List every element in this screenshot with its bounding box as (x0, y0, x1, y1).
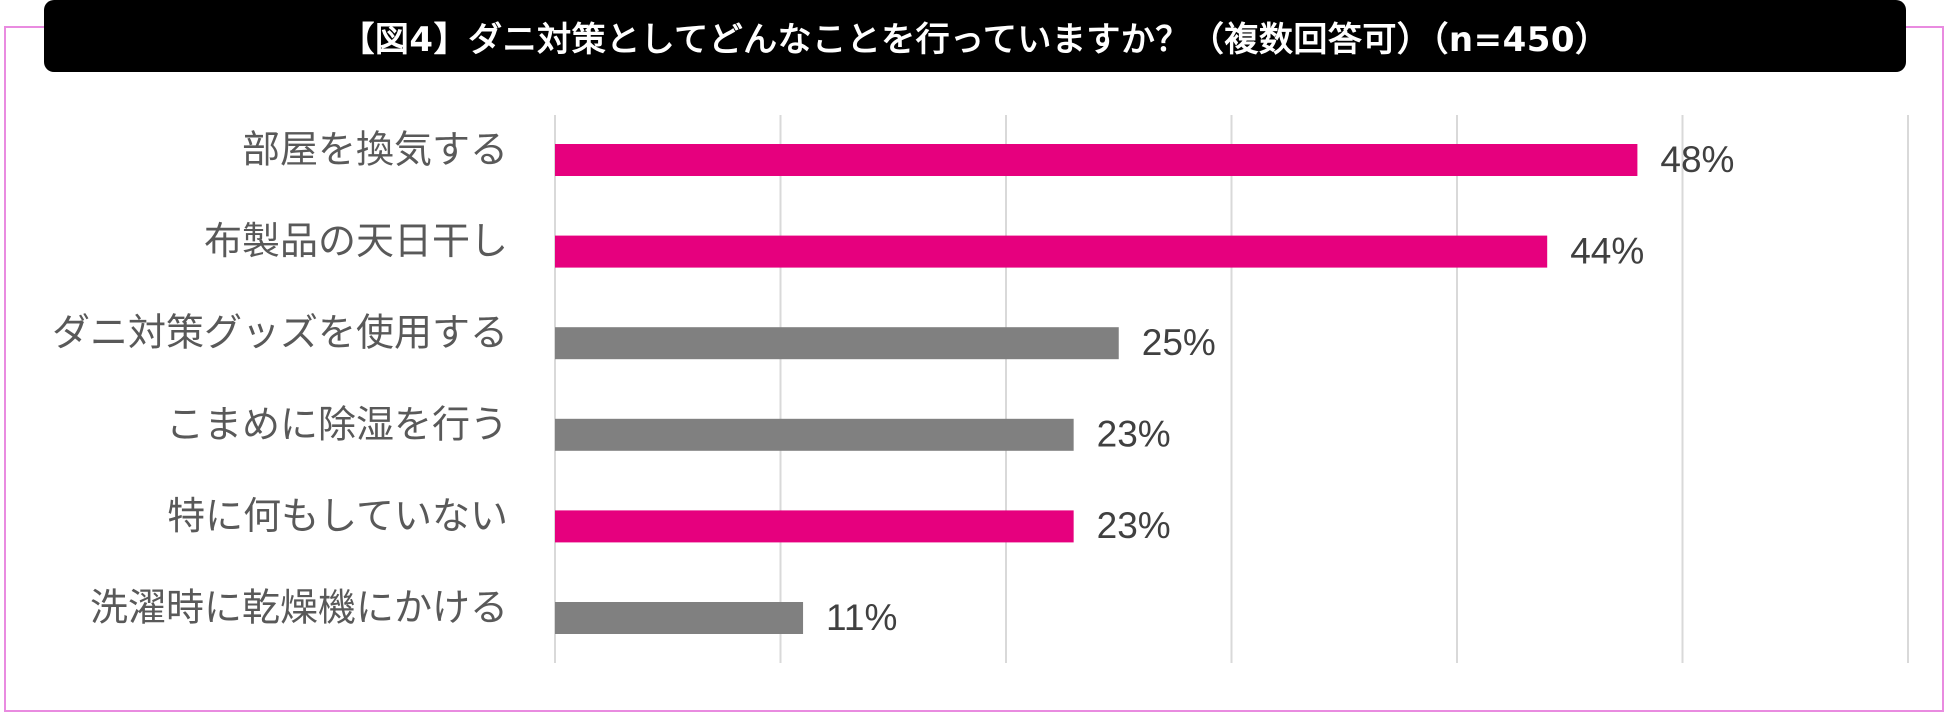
value-label: 25% (1142, 322, 1216, 363)
chart-title-text: 【図4】ダニ対策としてどんなことを行っていますか？（複数回答可）（n=450） (340, 19, 1610, 60)
category-label: こまめに除湿を行う (166, 402, 508, 446)
bar (555, 144, 1638, 176)
chart-title: 【図4】ダニ対策としてどんなことを行っていますか？（複数回答可）（n=450） (44, 0, 1906, 72)
bar (555, 235, 1548, 268)
value-label: 48% (1660, 139, 1734, 180)
category-label: ダニ対策グッズを使用する (52, 311, 508, 355)
category-label: 部屋を換気する (242, 128, 508, 172)
value-label: 23% (1097, 414, 1171, 455)
bars (555, 144, 1638, 634)
value-label: 44% (1570, 230, 1644, 271)
category-label: 特に何もしていない (167, 494, 508, 538)
value-labels: 48% 44% 25% 23% 23% 11% (826, 139, 1734, 638)
bar (555, 510, 1074, 543)
value-label: 11% (826, 597, 897, 638)
bar (555, 418, 1074, 451)
bar (555, 602, 804, 634)
category-label: 布製品の天日干し (204, 219, 508, 263)
value-label: 23% (1097, 505, 1171, 546)
gridlines (554, 115, 1909, 663)
category-label: 洗濯時に乾燥機にかける (90, 586, 508, 630)
bar (555, 327, 1119, 360)
category-labels: 部屋を換気する布製品の天日干しダニ対策グッズを使用するこまめに除湿を行う特に何も… (52, 128, 508, 630)
